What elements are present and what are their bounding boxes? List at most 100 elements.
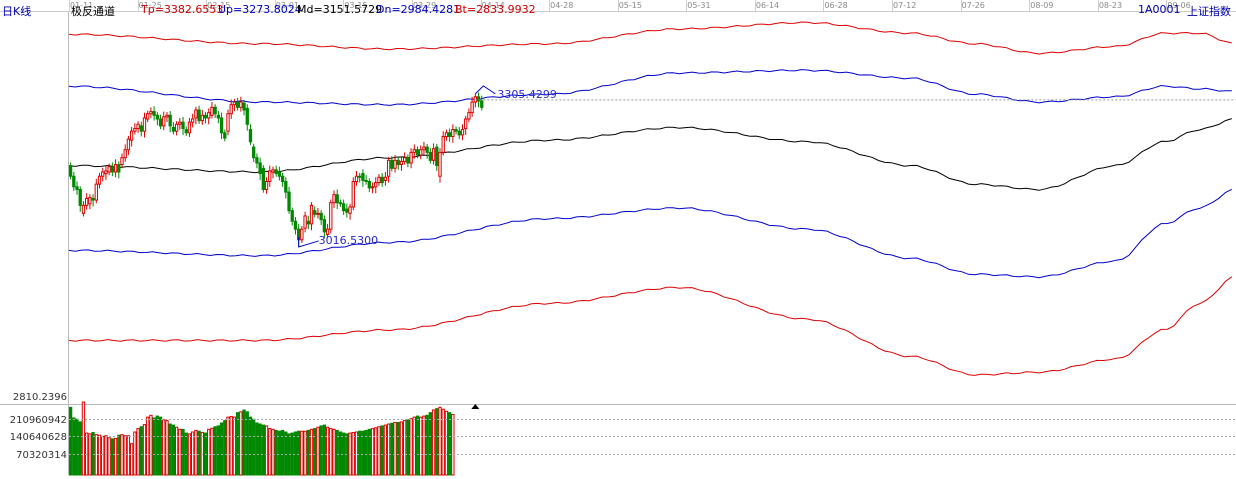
candle-body (104, 170, 108, 175)
volume-bar (268, 428, 272, 476)
volume-bar (178, 428, 182, 476)
candle-body (457, 130, 461, 136)
candle-body (431, 148, 436, 161)
volume-bar (335, 429, 339, 476)
x-tick-label: 07-26 (962, 1, 985, 10)
candle-body (277, 171, 282, 177)
candle-body (126, 138, 131, 151)
candle-body (94, 183, 98, 201)
candle-body (454, 129, 458, 132)
volume-bar (107, 437, 111, 476)
volume-bar (248, 416, 253, 476)
candle-body (380, 176, 384, 184)
volume-bar (229, 416, 233, 476)
candle-body (377, 176, 381, 184)
volume-bar (139, 426, 143, 476)
x-tick-label: 09-06 (1167, 1, 1190, 10)
candle-body (68, 165, 73, 177)
candle-body (142, 117, 147, 132)
candle-body (149, 111, 153, 115)
candle-body (271, 169, 275, 173)
candle-body (386, 159, 391, 177)
x-tick-label: 04-14 (482, 1, 505, 10)
candle-body (101, 171, 105, 177)
volume-bar (81, 401, 86, 476)
candle-body (341, 203, 346, 212)
candle-body (415, 149, 420, 156)
x-tick-label: 07-12 (893, 1, 916, 10)
candle-body (364, 179, 368, 183)
candle-body (412, 149, 416, 153)
candle-body (441, 135, 445, 153)
volume-bar (393, 421, 397, 476)
volume-bar (428, 412, 433, 476)
volume-bar (396, 421, 400, 476)
candle-body (81, 204, 86, 214)
volume-bar (252, 418, 256, 476)
volume-bar (364, 429, 368, 476)
candle-body (451, 129, 455, 137)
candle-body (444, 132, 449, 137)
candle-body (261, 167, 265, 190)
candle-body (123, 149, 127, 159)
candle-body (85, 197, 89, 206)
candle-body (435, 146, 439, 167)
volume-bar (126, 435, 131, 476)
x-tick-label: 06-14 (756, 1, 779, 10)
volume-bar (174, 426, 179, 476)
candle-body (252, 146, 256, 159)
volume-bar (200, 432, 204, 476)
volume-bar (235, 412, 240, 476)
volume-bar (97, 434, 102, 476)
candle-body (235, 101, 240, 108)
x-tick-label: 06-28 (824, 1, 847, 10)
volume-bar (142, 424, 147, 476)
volume-bar (354, 431, 359, 476)
x-tick-label: 01-25 (139, 1, 162, 10)
indicator-name[interactable]: 极反通道 (71, 5, 115, 18)
candle-body (393, 159, 397, 169)
candle-body (354, 175, 359, 183)
low-annotation: 3016.5300 (319, 234, 379, 247)
candle-body (165, 114, 169, 118)
volume-bar (210, 427, 214, 476)
volume-bar (75, 418, 79, 476)
candle-body (274, 169, 278, 175)
candle-body (129, 130, 134, 141)
candle-body (162, 116, 166, 127)
candle-body (226, 113, 230, 132)
candle-body (264, 181, 269, 190)
candle-body (383, 176, 388, 181)
period-label[interactable]: 日K线 (2, 5, 32, 18)
candle-body (110, 166, 115, 173)
volume-bar (438, 406, 442, 476)
stat-up: Up=3273.8024 (218, 3, 302, 16)
candle-body (120, 157, 124, 166)
candle-body (313, 210, 317, 215)
volume-bar (72, 417, 76, 476)
volume-bar (239, 411, 243, 476)
x-tick-label: 02-15 (207, 1, 230, 10)
volume-bar (207, 428, 211, 476)
security-code[interactable]: 1A0001 (1138, 3, 1181, 16)
candle-body (203, 114, 208, 119)
candle-body (248, 129, 253, 143)
volume-bar (232, 416, 237, 476)
security-name[interactable]: 上证指数 (1187, 5, 1231, 18)
channel-dn (68, 188, 1233, 279)
volume-bar (133, 431, 137, 476)
candle-body (396, 159, 400, 166)
volume-bar (361, 430, 365, 476)
volume-bar (101, 436, 105, 476)
volume-bar (149, 414, 153, 476)
candle-body (335, 194, 339, 204)
volume-bar (383, 424, 388, 476)
candle-body (345, 208, 349, 213)
candle-body (216, 114, 221, 119)
stat-bt: Bt=2833.9932 (455, 3, 536, 16)
volume-bar (146, 416, 150, 476)
volume-bar (358, 430, 362, 476)
candle-body (178, 121, 182, 125)
volume-bar (216, 425, 221, 476)
candle-body (390, 159, 394, 169)
